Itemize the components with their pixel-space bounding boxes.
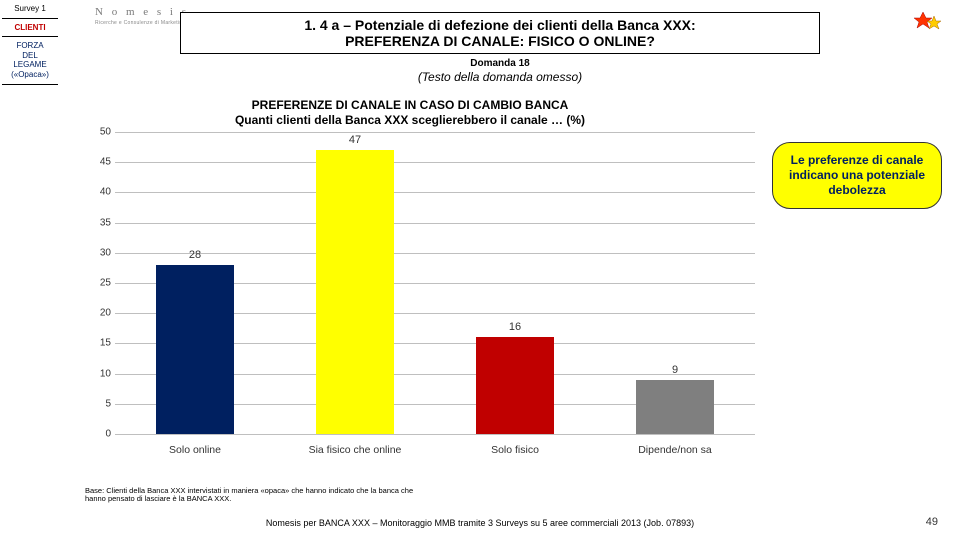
x-axis-label: Dipende/non sa — [595, 444, 755, 456]
question-text: (Testo della domanda omesso) — [180, 70, 820, 84]
bar-slot: 9Dipende/non sa — [595, 132, 755, 434]
x-axis-label: Solo online — [115, 444, 275, 456]
bar-value-label: 28 — [189, 249, 201, 261]
chart-title: PREFERENZE DI CANALE IN CASO DI CAMBIO B… — [100, 98, 720, 128]
sidebar-survey: Survey 1 — [0, 0, 60, 18]
decorative-star-icon — [912, 8, 942, 34]
bar — [476, 337, 554, 434]
bar — [156, 265, 234, 434]
bar-value-label: 47 — [349, 134, 361, 146]
bar-slot: 16Solo fisico — [435, 132, 595, 434]
sidebar-clienti: CLIENTI — [0, 19, 60, 37]
bar-value-label: 9 — [672, 364, 678, 376]
sidebar: Survey 1 CLIENTI FORZA DEL LEGAME («Opac… — [0, 0, 60, 85]
y-axis-label: 20 — [87, 308, 111, 319]
y-axis-label: 40 — [87, 187, 111, 198]
bar-chart: 0510152025303540455028Solo online47Sia f… — [85, 132, 755, 462]
y-axis-label: 50 — [87, 127, 111, 138]
sidebar-forza: FORZA DEL LEGAME («Opaca») — [0, 37, 60, 83]
brand-logo: N o m e s i s — [95, 6, 189, 18]
bar-value-label: 16 — [509, 321, 521, 333]
y-axis-label: 10 — [87, 368, 111, 379]
footer-text: Nomesis per BANCA XXX – Monitoraggio MMB… — [0, 518, 960, 528]
y-axis-label: 25 — [87, 278, 111, 289]
brand-tagline: Ricerche e Consulenze di Marketing — [95, 20, 186, 26]
x-axis-label: Sia fisico che online — [275, 444, 435, 456]
bar — [636, 380, 714, 434]
page-number: 49 — [926, 516, 938, 528]
y-axis-label: 0 — [87, 429, 111, 440]
callout-bubble: Le preferenze di canale indicano una pot… — [772, 142, 942, 209]
gridline — [115, 434, 755, 435]
y-axis-label: 45 — [87, 157, 111, 168]
x-axis-label: Solo fisico — [435, 444, 595, 456]
bar-slot: 47Sia fisico che online — [275, 132, 435, 434]
question-number: Domanda 18 — [180, 58, 820, 69]
y-axis-label: 5 — [87, 398, 111, 409]
y-axis-label: 15 — [87, 338, 111, 349]
y-axis-label: 30 — [87, 247, 111, 258]
title-line2: PREFERENZA DI CANALE: FISICO O ONLINE? — [187, 33, 813, 49]
title-line1: 1. 4 a – Potenziale di defezione dei cli… — [187, 17, 813, 33]
bar — [316, 150, 394, 434]
y-axis-label: 35 — [87, 217, 111, 228]
base-note: Base: Clienti della Banca XXX intervista… — [85, 487, 415, 504]
bar-slot: 28Solo online — [115, 132, 275, 434]
slide-title: 1. 4 a – Potenziale di defezione dei cli… — [180, 12, 820, 54]
